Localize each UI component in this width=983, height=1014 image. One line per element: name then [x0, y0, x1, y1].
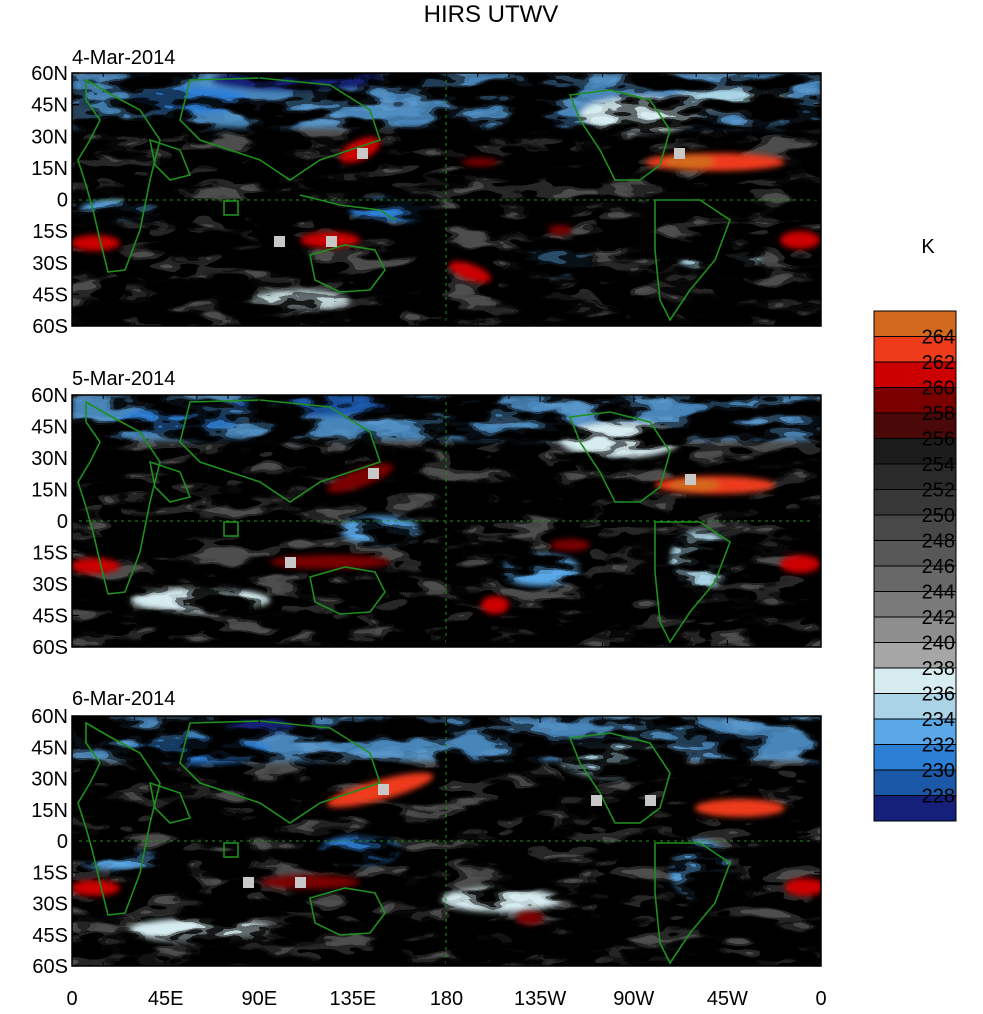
lon-tick-label: 45E [148, 988, 184, 1010]
lat-axis-1: 60N 45N 30N 15N 0 15S 30S 45S 60S [31, 63, 822, 338]
map-panel-1: 4-Mar-2014 [31, 47, 822, 338]
colorbar-label: 252 [922, 480, 955, 502]
colorbar-label: 230 [922, 760, 955, 782]
lat-tick-label: 0 [57, 831, 68, 853]
colorbar-label: 254 [922, 454, 955, 476]
lat-tick-label: 30S [32, 894, 68, 916]
lat-tick-label: 60N [31, 63, 68, 85]
map-panel-2: 5-Mar-2014 [31, 368, 822, 659]
lon-tick-label: 135E [330, 988, 377, 1010]
colorbar-label: 260 [922, 378, 955, 400]
colorbar-swatch [873, 616, 957, 643]
lat-tick-label: 30N [31, 448, 68, 470]
colorbar-swatch [873, 795, 957, 822]
colorbar-swatch [873, 463, 957, 490]
colorbar-label: 234 [922, 709, 955, 731]
figure-title: HIRS UTWV [424, 1, 559, 28]
colorbar-swatch [873, 718, 957, 745]
lon-tick-label: 90E [241, 988, 277, 1010]
colorbar-swatch [873, 769, 957, 796]
colorbar-label: 242 [922, 607, 955, 629]
lat-tick-label: 15N [31, 158, 68, 180]
map-panel-3: 6-Mar-2014 [31, 688, 822, 978]
lat-tick-label: 0 [57, 511, 68, 533]
colorbar-swatch [873, 514, 957, 541]
colorbar-label: 264 [922, 327, 955, 349]
lat-tick-label: 45N [31, 737, 68, 759]
lat-tick-label: 15N [31, 480, 68, 502]
lon-tick-label: 45W [707, 988, 748, 1010]
colorbar-unit: K [921, 236, 935, 258]
colorbar-label: 250 [922, 505, 955, 527]
lat-tick-label: 45N [31, 417, 68, 439]
lat-tick-label: 60S [32, 637, 68, 659]
lat-tick-label: 15N [31, 800, 68, 822]
lon-tick-label: 180 [430, 988, 463, 1010]
lat-tick-label: 45S [32, 925, 68, 947]
missing-data-markers [274, 148, 685, 247]
colorbar-label: 236 [922, 684, 955, 706]
colorbar-label: 248 [922, 531, 955, 553]
colorbar-label: 240 [922, 633, 955, 655]
colorbar-swatch [873, 667, 957, 694]
panel-date-3: 6-Mar-2014 [72, 688, 175, 710]
lat-tick-label: 45S [32, 606, 68, 628]
lat-tick-label: 15S [32, 221, 68, 243]
colorbar-label: 238 [922, 658, 955, 680]
lon-tick-label: 135W [514, 988, 566, 1010]
colorbar-swatch [873, 591, 957, 618]
colorbar-label: 258 [922, 403, 955, 425]
lat-tick-label: 45N [31, 95, 68, 117]
colorbar: K 264 262 260 258 256 254 252 250 248 246 244 242 24… [873, 236, 957, 822]
colorbar-swatch [873, 642, 957, 669]
colorbar-swatch [873, 412, 957, 439]
lat-tick-label: 60N [31, 385, 68, 407]
colorbar-label: 246 [922, 556, 955, 578]
colorbar-label: 262 [922, 352, 955, 374]
lon-tick-label: 90W [613, 988, 654, 1010]
lat-tick-label: 30N [31, 769, 68, 791]
colorbar-swatch [873, 540, 957, 567]
colorbar-label: 244 [922, 582, 955, 604]
lon-tick-label: 0 [66, 988, 77, 1010]
colorbar-swatch [873, 693, 957, 720]
lon-axis: 0 45E 90E 135E 180 135W 90W 45W 0 [66, 988, 826, 1010]
lat-tick-label: 45S [32, 284, 68, 306]
lat-tick-label: 30S [32, 253, 68, 275]
panel-date-1: 4-Mar-2014 [72, 47, 175, 69]
lat-axis-2: 60N 45N 30N 15N 0 15S 30S 45S 60S [31, 385, 822, 659]
colorbar-swatch [873, 489, 957, 516]
colorbar-label: 232 [922, 735, 955, 757]
colorbar-swatch [873, 387, 957, 414]
lat-tick-label: 60N [31, 706, 68, 728]
lat-tick-label: 60S [32, 316, 68, 338]
lat-tick-label: 60S [32, 956, 68, 978]
lon-tick-label: 0 [815, 988, 826, 1010]
colorbar-label: 256 [922, 429, 955, 451]
panel-date-2: 5-Mar-2014 [72, 368, 175, 390]
lat-tick-label: 15S [32, 543, 68, 565]
lat-tick-label: 15S [32, 862, 68, 884]
lat-tick-label: 0 [57, 190, 68, 212]
colorbar-swatch [873, 361, 957, 388]
lat-tick-label: 30N [31, 126, 68, 148]
colorbar-label: 228 [922, 786, 955, 808]
lat-tick-label: 30S [32, 574, 68, 596]
